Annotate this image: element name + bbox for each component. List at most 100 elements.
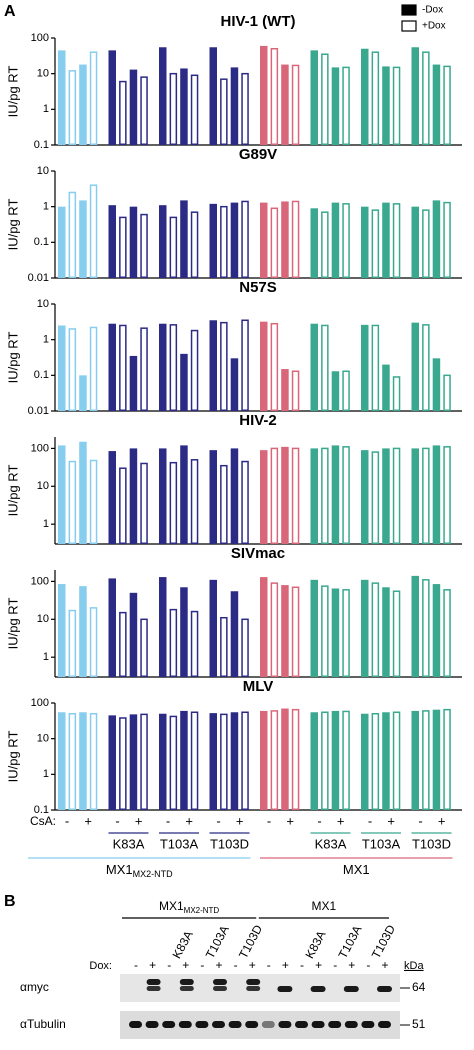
bar (260, 202, 268, 278)
bar (432, 445, 441, 544)
bar (180, 587, 188, 677)
band (295, 1021, 308, 1028)
bar (169, 72, 178, 145)
bar (392, 376, 401, 412)
family-name: MX1 (106, 862, 133, 877)
bar (321, 585, 329, 677)
bar (230, 358, 239, 411)
bar (411, 47, 419, 145)
dox-value: - (200, 958, 204, 972)
bar (382, 448, 390, 544)
y-tick-label: 10 (37, 613, 49, 625)
bar (422, 579, 430, 677)
bar (291, 200, 300, 279)
bar (79, 64, 87, 145)
bar (260, 450, 268, 544)
bar (310, 448, 318, 544)
bar (220, 616, 228, 677)
dox-value: - (366, 958, 370, 972)
band (311, 1021, 325, 1028)
bar (443, 65, 451, 145)
chart-title: N57S (239, 279, 277, 296)
bar (342, 370, 350, 411)
bar (241, 618, 249, 678)
band (277, 986, 293, 992)
blot-family-label: MX1MX2-NTD (159, 899, 219, 915)
y-tick-label: 1 (43, 103, 49, 115)
bar (89, 184, 98, 278)
bar (382, 587, 390, 677)
bar (331, 445, 340, 544)
band (261, 1021, 275, 1028)
bar (281, 369, 289, 411)
csa-value: + (337, 813, 345, 828)
bar (392, 590, 401, 677)
bar (270, 322, 279, 411)
bar (140, 327, 148, 411)
band (343, 986, 359, 992)
bar (371, 712, 380, 811)
band (361, 1021, 375, 1028)
band (344, 1021, 358, 1028)
bar (180, 353, 188, 411)
bar (209, 450, 217, 544)
group-label: K83A (315, 836, 347, 851)
group-label: T103D (412, 836, 451, 851)
bar (361, 48, 369, 145)
bar (169, 461, 178, 544)
y-tick-label: 0.1 (34, 804, 49, 816)
bar (361, 579, 369, 677)
bar (169, 324, 178, 411)
csa-value: - (166, 813, 170, 828)
blot-strip (120, 1011, 400, 1039)
bar (140, 462, 148, 545)
bar (108, 578, 116, 677)
bar (382, 66, 390, 145)
legend-label: +Dox (422, 21, 446, 32)
y-axis-label: IU/pg RT (5, 465, 20, 517)
bar (281, 585, 289, 677)
band (179, 986, 194, 991)
bar (342, 446, 350, 545)
bar (220, 713, 228, 811)
bar (331, 371, 340, 411)
legend-swatch (401, 20, 417, 32)
bar (310, 712, 318, 810)
bar (260, 710, 268, 810)
bar (180, 68, 188, 145)
bar (190, 329, 199, 411)
group-label: T103D (210, 836, 249, 851)
band (245, 1021, 259, 1028)
y-tick-label: 1 (43, 201, 49, 213)
dox-value: + (182, 958, 189, 972)
bar (321, 211, 329, 278)
csa-value: - (317, 813, 321, 828)
bar (108, 205, 116, 278)
band (212, 1021, 225, 1028)
bar (331, 588, 340, 677)
bar (411, 322, 419, 411)
band (195, 1021, 209, 1028)
bar (443, 708, 451, 810)
bar (422, 710, 430, 810)
bar (310, 208, 318, 278)
y-axis-label: IU/pg RT (5, 66, 20, 118)
bar (443, 201, 451, 279)
bar (422, 209, 430, 278)
family-label: MX1 (343, 862, 370, 877)
bar (422, 51, 430, 146)
bar (159, 713, 167, 810)
band (162, 1021, 176, 1028)
y-axis-label: IU/pg RT (5, 199, 20, 251)
y-tick-label: 1 (43, 334, 49, 346)
bar (129, 448, 138, 544)
panel-label: A (4, 3, 16, 20)
bar (392, 203, 401, 278)
bar (58, 325, 66, 411)
bar (89, 51, 98, 146)
bar (108, 323, 116, 411)
bar (180, 200, 188, 278)
bar (443, 589, 451, 677)
chart-title: SIVmac (231, 545, 285, 562)
